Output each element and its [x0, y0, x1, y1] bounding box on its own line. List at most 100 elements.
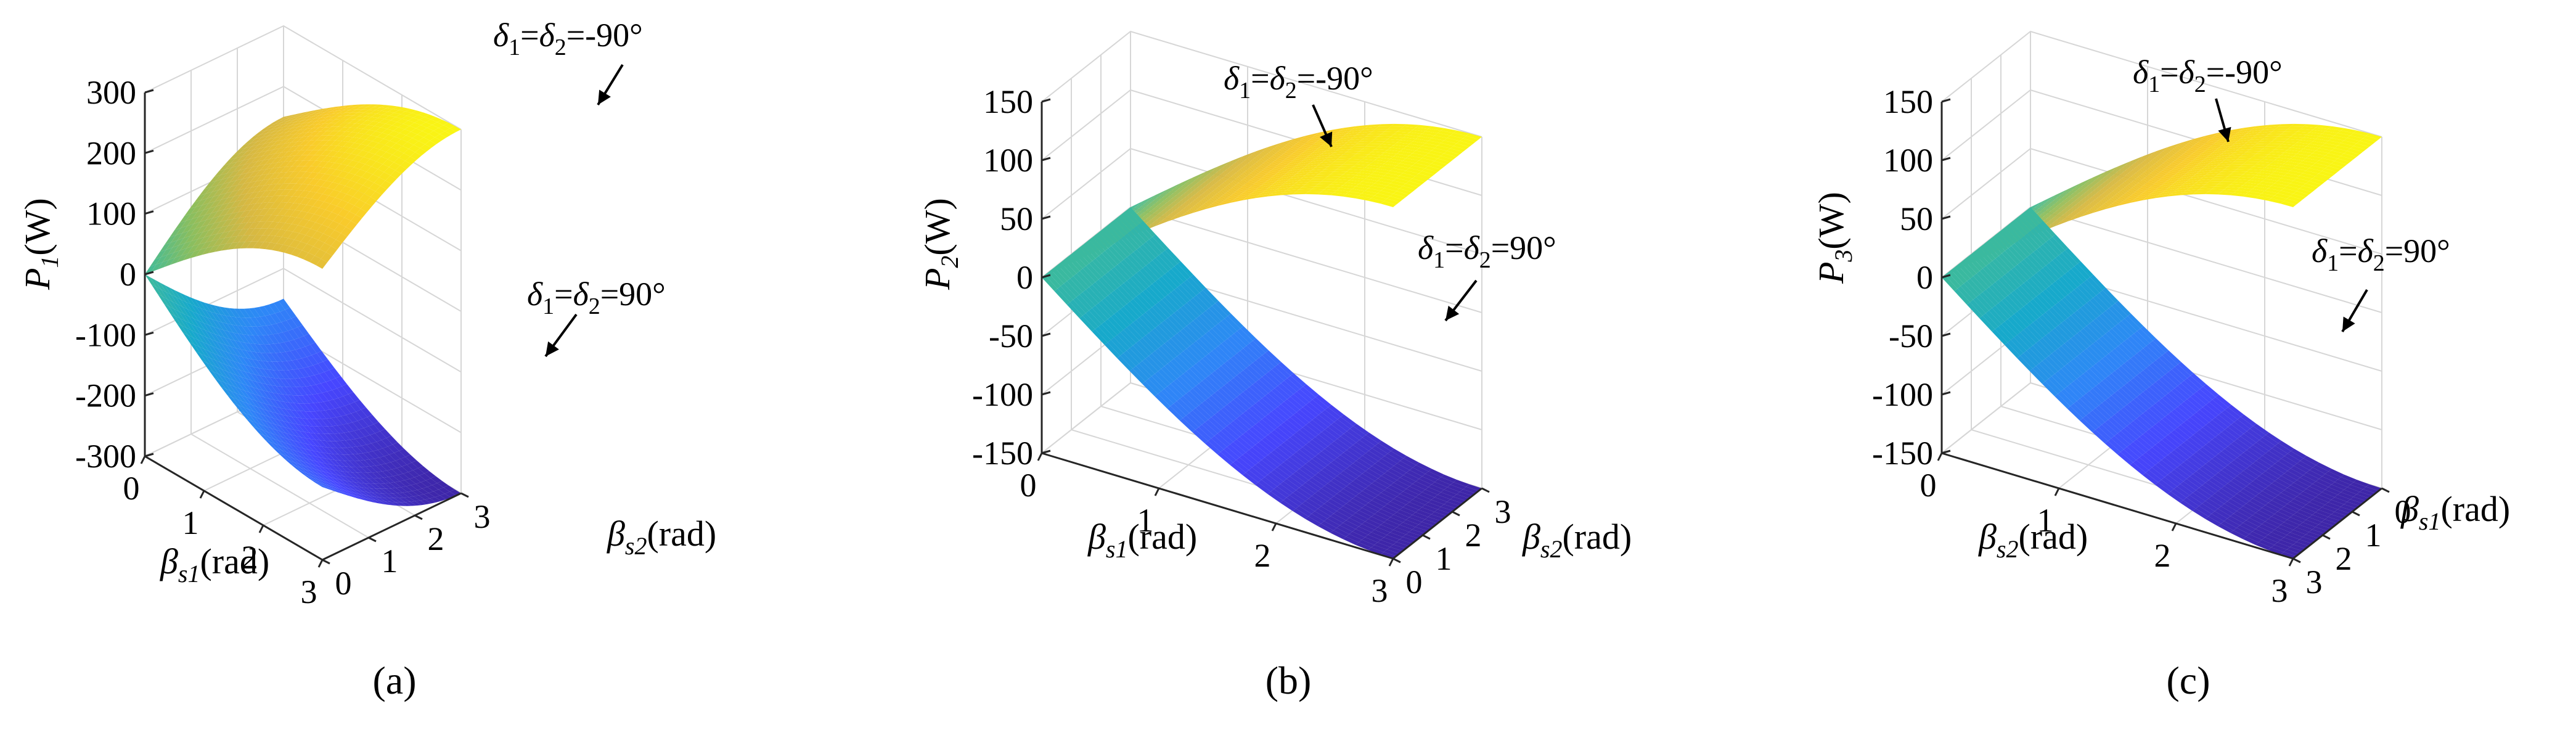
surface-patch: [177, 231, 189, 240]
surface-patch: [285, 307, 296, 319]
surface-patch: [2315, 173, 2331, 180]
surface-patch: [1315, 395, 1331, 408]
surface-patch: [322, 426, 334, 434]
surface-patch: [1192, 408, 1208, 422]
surface-patch: [257, 155, 269, 162]
surface-patch: [1337, 147, 1353, 150]
surface-patch: [324, 140, 336, 146]
surface-patch: [1161, 343, 1177, 359]
surface-patch: [2221, 189, 2237, 193]
surface-patch: [1082, 242, 1099, 259]
surface-patch: [232, 184, 244, 192]
surface-patch: [2002, 274, 2018, 291]
surface-patch: [1375, 511, 1391, 520]
surface-patch: [1359, 456, 1375, 467]
surface-patch: [329, 459, 341, 466]
surface-patch: [268, 392, 279, 401]
surface-patch: [385, 462, 397, 470]
surface-patch: [2284, 150, 2300, 154]
surface-patch: [295, 378, 306, 387]
surface-patch: [2218, 506, 2234, 517]
surface-patch: [1211, 436, 1227, 449]
surface-patch: [1180, 282, 1196, 298]
surface-patch: [354, 199, 366, 209]
surface-patch: [2297, 494, 2313, 502]
surface-patch: [1293, 412, 1309, 425]
surface-patch: [268, 120, 280, 126]
surface-patch: [2199, 387, 2216, 400]
surface-patch: [1954, 289, 1970, 305]
surface-patch: [238, 382, 250, 393]
surface-patch: [1985, 263, 2002, 280]
surface-patch: [1409, 499, 1425, 507]
surface-patch: [291, 137, 303, 143]
surface-patch: [1261, 173, 1278, 178]
surface-patch: [316, 108, 328, 112]
surface-patch: [1315, 414, 1331, 427]
surface-patch: [306, 473, 319, 480]
surface-patch: [2228, 424, 2244, 437]
surface-patch: [245, 318, 257, 327]
x-axis-line: [1041, 452, 1394, 560]
surface-patch: [313, 200, 324, 208]
surface-patch: [237, 229, 249, 236]
surface-patch: [2262, 179, 2278, 184]
surface-patch: [2058, 369, 2074, 384]
surface-patch: [1309, 142, 1325, 148]
surface-patch: [1092, 282, 1108, 298]
surface-patch: [2133, 331, 2150, 346]
z-tick-mark: [144, 331, 154, 336]
surface-patch: [2046, 194, 2062, 203]
surface-patch: [2253, 125, 2269, 129]
surface-patch: [162, 297, 174, 309]
surface-patch: [2101, 400, 2118, 415]
annotation-delta-pos90-part: 1: [1433, 247, 1445, 273]
surface-patch: [314, 480, 326, 487]
surface-patch: [2136, 192, 2153, 198]
surface-patch: [364, 129, 376, 136]
surface-patch: [1315, 174, 1331, 177]
surface-patch: [220, 167, 232, 175]
surface-patch: [2083, 186, 2100, 194]
surface-patch: [1368, 516, 1384, 525]
surface-patch: [2064, 248, 2081, 264]
surface-patch: [1381, 176, 1397, 181]
surface-patch: [1343, 132, 1360, 136]
surface-patch: [1397, 129, 1413, 133]
surface-patch: [1409, 129, 1426, 134]
surface-patch: [1239, 454, 1256, 468]
surface-patch: [1437, 492, 1454, 499]
surface-patch: [2018, 238, 2034, 255]
surface-patch: [310, 471, 322, 478]
surface-patch: [1183, 202, 1199, 210]
surface-patch: [240, 318, 252, 327]
surface-patch: [366, 498, 377, 503]
surface-patch: [1196, 181, 1212, 189]
surface-patch: [2164, 455, 2181, 467]
surface-patch: [387, 154, 399, 163]
surface-patch: [2180, 500, 2196, 511]
surface-patch: [1224, 404, 1240, 419]
surface-patch: [277, 435, 289, 445]
surface-patch: [1359, 507, 1375, 517]
surface-patch: [2181, 380, 2197, 395]
surface-patch: [322, 467, 334, 475]
surface-patch: [1199, 168, 1216, 177]
surface-patch: [1243, 154, 1259, 162]
surface-patch: [1184, 303, 1200, 319]
surface-patch: [1270, 469, 1287, 482]
annotation-delta-pos90-part: =90°: [600, 276, 666, 313]
surface-patch: [1118, 261, 1134, 278]
annotation-delta-pos90-part: 1: [2327, 250, 2339, 276]
surface-patch: [305, 411, 317, 419]
surface-patch: [1388, 136, 1404, 140]
surface-patch: [2071, 186, 2087, 195]
surface-patch: [292, 160, 303, 166]
surface-patch: [2222, 141, 2238, 146]
surface-patch: [1333, 493, 1350, 504]
surface-patch: [1158, 188, 1175, 197]
surface-patch: [1412, 163, 1428, 169]
surface-patch: [267, 144, 279, 151]
surface-patch: [2152, 445, 2168, 457]
surface-patch: [1268, 390, 1284, 404]
